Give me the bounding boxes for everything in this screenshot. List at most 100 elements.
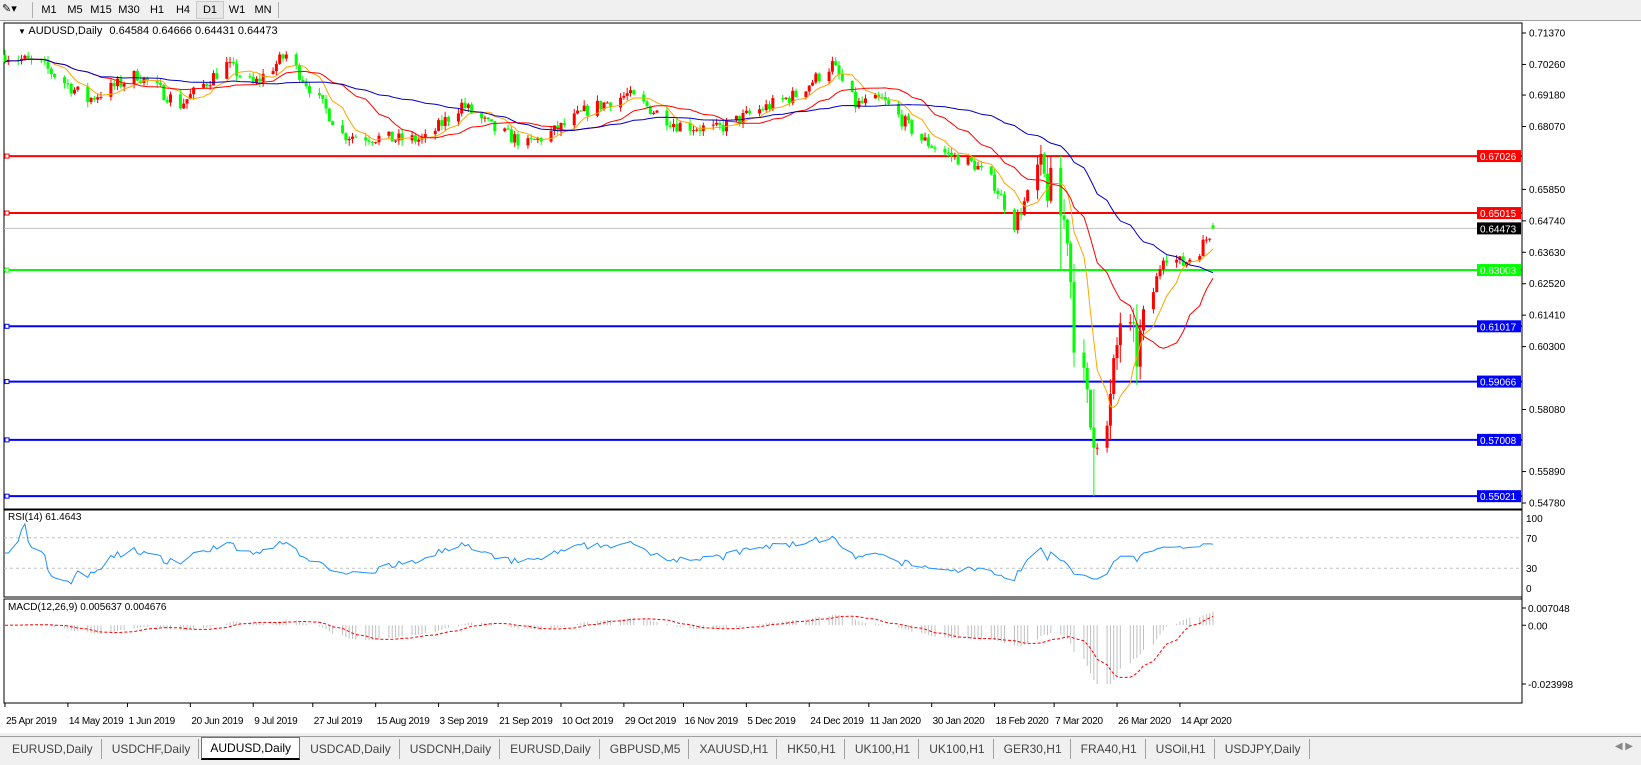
chart-tab[interactable]: UK100,H1 xyxy=(921,739,994,759)
timeframe-m1[interactable]: M1 xyxy=(41,4,57,16)
rsi-tick-label: 100 xyxy=(1526,514,1543,525)
candle-body xyxy=(761,109,765,111)
candle-body xyxy=(552,125,556,132)
candle-body xyxy=(145,77,149,81)
level-price-badge xyxy=(1477,207,1521,220)
chart-tab[interactable]: USDCHF,Daily xyxy=(104,739,200,759)
candle-body xyxy=(1141,309,1145,331)
candle-body xyxy=(460,102,464,114)
timeframe-m5[interactable]: M5 xyxy=(67,4,83,16)
candle-body xyxy=(933,147,937,149)
candle-body xyxy=(1158,269,1162,277)
candle-body xyxy=(344,133,348,141)
candle-body xyxy=(652,112,656,114)
timeframe-m30[interactable]: M30 xyxy=(118,4,140,16)
candle-body xyxy=(953,154,957,157)
price-tick-label: 0.68070 xyxy=(1529,122,1566,133)
line-tools-dropdown-icon[interactable]: ✎▾ xyxy=(2,3,17,15)
chart-canvas[interactable]: 0.71370 0.70260 0.69180 0.68070 0.65850 0.647… xyxy=(0,21,1641,733)
candle-body xyxy=(370,141,374,143)
candle-body xyxy=(466,104,470,108)
candle-body xyxy=(390,131,394,142)
rsi-tick-label: 70 xyxy=(1526,534,1538,545)
candle-body xyxy=(609,102,613,108)
macd-tick-label: 0.00 xyxy=(1528,621,1548,632)
timeframe-m15[interactable]: M15 xyxy=(90,4,112,16)
candle-body xyxy=(741,112,745,124)
candle-body xyxy=(1022,201,1026,215)
rsi-line xyxy=(5,522,1214,585)
candle-body xyxy=(317,93,321,95)
tab-scroll-arrows-icon[interactable]: ◀ ▶ xyxy=(1614,741,1633,752)
candle-body xyxy=(880,97,884,99)
candle-body xyxy=(850,80,854,92)
chart-tab[interactable]: USDCNH,Daily xyxy=(402,739,501,759)
chart-tab[interactable]: GER30,H1 xyxy=(996,739,1071,759)
chart-tab[interactable]: USDCAD,Daily xyxy=(302,739,400,759)
candle-body xyxy=(585,105,589,116)
chart-tab[interactable]: EURUSD,Daily xyxy=(502,739,600,759)
candle-body xyxy=(834,61,838,66)
price-tick-label: 0.69180 xyxy=(1529,91,1566,102)
candle-body xyxy=(622,95,626,98)
date-tick-label: 26 Mar 2020 xyxy=(1118,716,1172,727)
candle-body xyxy=(96,97,100,100)
date-tick-label: 30 Jan 2020 xyxy=(933,716,985,727)
candle-body xyxy=(394,140,398,142)
candle-body xyxy=(261,73,265,82)
chart-tab[interactable]: GBPUSD,M5 xyxy=(602,739,690,759)
timeframe-mn[interactable]: MN xyxy=(254,4,272,16)
candle-body xyxy=(1208,238,1212,240)
chart-window[interactable]: 0.71370 0.70260 0.69180 0.68070 0.65850 0.647… xyxy=(0,21,1641,733)
candle-body xyxy=(367,140,371,142)
candle-body xyxy=(804,91,808,97)
chart-tab[interactable]: FRA40,H1 xyxy=(1073,739,1146,759)
timeframe-d1[interactable]: D1 xyxy=(196,1,224,19)
candle-body xyxy=(1138,330,1142,367)
candle-body xyxy=(397,133,401,141)
candle-body xyxy=(73,89,77,94)
collapse-arrow-icon[interactable]: ▼ xyxy=(18,27,26,36)
candle-body xyxy=(715,122,719,125)
level-line-handle xyxy=(4,379,10,385)
candle-body xyxy=(341,125,345,134)
candle-body xyxy=(43,60,47,62)
candle-body xyxy=(437,120,441,131)
candle-body xyxy=(49,68,53,75)
candle-body xyxy=(672,123,676,127)
chart-tab[interactable]: USDJPY,Daily xyxy=(1217,739,1310,759)
level-line-handle xyxy=(4,153,10,159)
chart-tab[interactable]: EURUSD,Daily xyxy=(4,739,102,759)
chart-tab[interactable]: XAUUSD,H1 xyxy=(691,739,778,759)
price-tick-label: 0.62520 xyxy=(1529,279,1566,290)
chart-tab[interactable]: UK100,H1 xyxy=(847,739,920,759)
chart-tab[interactable]: AUDUSD,Daily xyxy=(201,737,301,760)
candle-body xyxy=(1016,213,1020,231)
chart-tab[interactable]: HK50,H1 xyxy=(779,739,845,759)
candle-body xyxy=(811,82,815,86)
level-line-handle xyxy=(4,210,10,216)
candle-body xyxy=(116,78,120,87)
candle-body xyxy=(883,97,887,101)
timeframe-h1[interactable]: H1 xyxy=(149,4,165,16)
timeframe-w1[interactable]: W1 xyxy=(228,4,246,16)
level-price-label: 0.57008 xyxy=(1480,436,1517,447)
candle-body xyxy=(920,133,924,141)
candle-body xyxy=(331,121,335,126)
date-tick-label: 18 Feb 2020 xyxy=(996,716,1050,727)
candle-body xyxy=(155,80,159,84)
candle-body xyxy=(63,77,67,84)
timeframe-h4[interactable]: H4 xyxy=(175,4,191,16)
candle-body xyxy=(1002,194,1006,210)
candle-body xyxy=(595,100,599,116)
price-tick-label: 0.63630 xyxy=(1529,248,1566,259)
macd-histogram xyxy=(7,611,1214,684)
date-tick-label: 25 Apr 2019 xyxy=(6,716,57,727)
candle-body xyxy=(602,102,606,110)
candle-body xyxy=(973,160,977,170)
chart-tab[interactable]: USOil,H1 xyxy=(1148,739,1215,759)
candle-body xyxy=(470,104,474,114)
candle-body xyxy=(321,94,325,99)
candle-body xyxy=(863,98,867,103)
candle-body xyxy=(887,100,891,104)
